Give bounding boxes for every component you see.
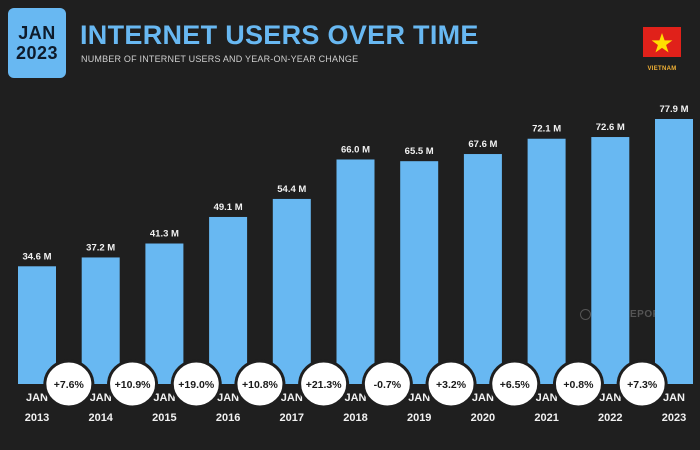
yoy-change-label: +6.5%: [500, 379, 531, 391]
value-label: 37.2 M: [86, 242, 115, 253]
x-tick-label: 2014: [88, 412, 113, 424]
yoy-change-label: +3.2%: [436, 379, 467, 391]
x-tick-label: 2018: [343, 412, 367, 424]
value-label: 77.9 M: [659, 104, 688, 115]
value-label: 65.5 M: [405, 146, 434, 157]
yoy-change-label: -0.7%: [374, 379, 402, 391]
bar: [82, 257, 120, 384]
yoy-change-label: +0.8%: [563, 379, 594, 391]
x-tick-label: JAN: [599, 392, 621, 404]
value-label: 49.1 M: [214, 202, 243, 213]
x-tick-label: 2020: [471, 412, 495, 424]
value-label: 41.3 M: [150, 229, 179, 240]
x-tick-label: JAN: [153, 392, 175, 404]
bar: [337, 159, 375, 384]
value-label: 72.6 M: [596, 122, 625, 133]
x-tick-label: 2016: [216, 412, 240, 424]
x-tick-label: 2013: [25, 412, 49, 424]
value-label: 54.4 M: [277, 184, 306, 195]
x-tick-label: JAN: [663, 392, 685, 404]
yoy-change-label: +10.9%: [115, 379, 152, 391]
bar: [400, 161, 438, 384]
x-tick-label: JAN: [217, 392, 239, 404]
value-label: 67.6 M: [468, 139, 497, 150]
x-tick-label: JAN: [408, 392, 430, 404]
x-tick-label: 2021: [534, 412, 558, 424]
bar: [18, 266, 56, 384]
x-tick-label: JAN: [472, 392, 494, 404]
x-tick-label: 2017: [280, 412, 304, 424]
bar: [145, 244, 183, 384]
x-tick-label: JAN: [281, 392, 303, 404]
x-tick-label: 2019: [407, 412, 431, 424]
yoy-change-label: +10.8%: [242, 379, 279, 391]
x-tick-label: JAN: [26, 392, 48, 404]
x-tick-label: 2023: [662, 412, 686, 424]
yoy-change-label: +7.6%: [54, 379, 85, 391]
bar: [528, 139, 566, 384]
yoy-change-label: +19.0%: [178, 379, 215, 391]
x-tick-label: 2022: [598, 412, 622, 424]
x-tick-label: JAN: [536, 392, 558, 404]
value-label: 72.1 M: [532, 124, 561, 135]
bar: [591, 137, 629, 384]
yoy-change-label: +21.3%: [306, 379, 343, 391]
bar: [273, 199, 311, 384]
x-tick-label: JAN: [90, 392, 112, 404]
x-tick-label: JAN: [344, 392, 366, 404]
bar: [655, 119, 693, 384]
value-label: 66.0 M: [341, 144, 370, 155]
yoy-change-label: +7.3%: [627, 379, 658, 391]
x-tick-label: 2015: [152, 412, 176, 424]
bar: [209, 217, 247, 384]
bar: [464, 154, 502, 384]
value-label: 34.6 M: [22, 251, 51, 262]
